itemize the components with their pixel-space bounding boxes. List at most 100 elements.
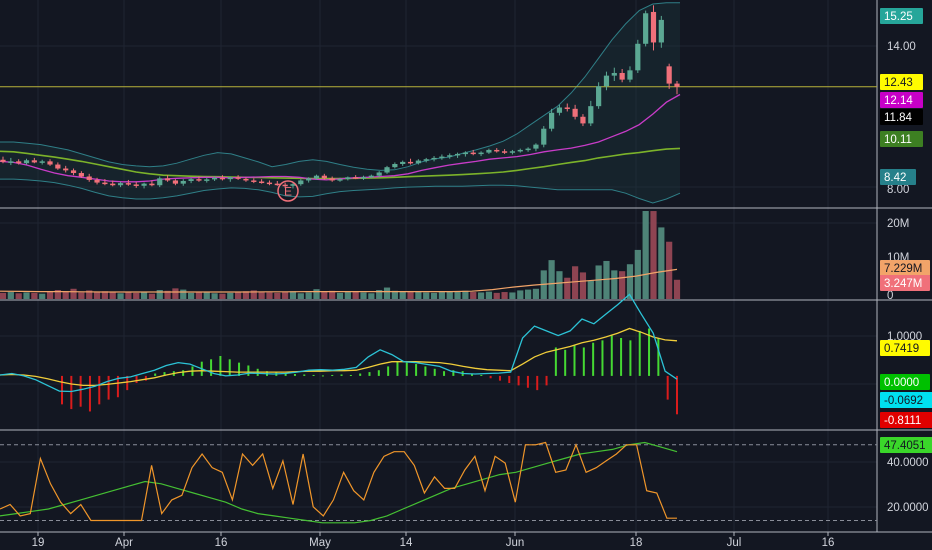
- macd-histogram-bar[interactable]: [61, 375, 63, 405]
- macd-histogram-bar[interactable]: [247, 365, 250, 376]
- volume-bar[interactable]: [195, 292, 203, 299]
- macd-histogram-bar[interactable]: [415, 364, 418, 376]
- volume-bar[interactable]: [180, 289, 187, 299]
- volume-bar[interactable]: [46, 291, 54, 299]
- volume-bar[interactable]: [109, 292, 116, 299]
- macd-histogram-bar[interactable]: [676, 375, 678, 415]
- candle[interactable]: [549, 108, 555, 132]
- candle[interactable]: [23, 158, 30, 165]
- volume-bar[interactable]: [23, 292, 30, 299]
- panel-rsi[interactable]: [0, 441, 877, 524]
- volume-bar[interactable]: [266, 292, 273, 299]
- candle[interactable]: [572, 104, 578, 120]
- candle[interactable]: [415, 159, 421, 165]
- macd-histogram-bar[interactable]: [70, 375, 73, 410]
- candle[interactable]: [47, 159, 53, 166]
- candle[interactable]: [666, 63, 672, 89]
- macd-histogram-bar[interactable]: [79, 375, 82, 407]
- volume-bar[interactable]: [156, 290, 163, 299]
- macd-histogram-bar[interactable]: [629, 340, 632, 376]
- candle[interactable]: [360, 175, 367, 180]
- volume-bar[interactable]: [7, 292, 14, 299]
- candle[interactable]: [149, 180, 155, 187]
- candle[interactable]: [611, 67, 617, 81]
- volume-bar[interactable]: [15, 293, 22, 299]
- volume-bar[interactable]: [399, 291, 406, 299]
- candle[interactable]: [251, 178, 257, 184]
- candle[interactable]: [321, 173, 327, 180]
- volume-bar[interactable]: [227, 292, 234, 299]
- macd-histogram-bar[interactable]: [116, 375, 119, 398]
- macd-histogram-bar[interactable]: [331, 374, 334, 376]
- volume-bar[interactable]: [305, 292, 312, 299]
- volume-bar[interactable]: [148, 293, 156, 299]
- panel-macd[interactable]: [0, 293, 678, 415]
- macd-histogram-bar[interactable]: [508, 375, 511, 384]
- candle[interactable]: [70, 168, 77, 176]
- candle[interactable]: [376, 171, 382, 178]
- candle[interactable]: [172, 179, 179, 186]
- volume-bar[interactable]: [485, 291, 493, 299]
- candle[interactable]: [55, 162, 61, 170]
- volume-bar[interactable]: [438, 292, 445, 299]
- volume-bar[interactable]: [352, 291, 359, 299]
- macd-histogram-bar[interactable]: [303, 374, 306, 376]
- macd-histogram-bar[interactable]: [452, 370, 455, 376]
- panel-price[interactable]: [0, 2, 877, 204]
- candle[interactable]: [16, 159, 22, 165]
- candle[interactable]: [329, 176, 335, 182]
- volume-bar[interactable]: [86, 290, 93, 299]
- macd-histogram-bar[interactable]: [405, 362, 408, 376]
- macd-histogram-bar[interactable]: [648, 328, 651, 376]
- volume-bar[interactable]: [407, 292, 414, 299]
- volume-bar[interactable]: [329, 290, 336, 299]
- candle[interactable]: [454, 152, 461, 158]
- macd-histogram-bar[interactable]: [443, 371, 446, 376]
- macd-histogram-bar[interactable]: [135, 375, 138, 384]
- candle[interactable]: [596, 82, 602, 109]
- macd-histogram-bar[interactable]: [433, 368, 436, 376]
- candle[interactable]: [227, 176, 233, 182]
- macd-histogram-bar[interactable]: [321, 375, 324, 377]
- candle[interactable]: [580, 114, 586, 127]
- volume-bar[interactable]: [619, 271, 626, 299]
- candle[interactable]: [180, 179, 186, 186]
- volume-bar[interactable]: [360, 292, 367, 299]
- macd-histogram-bar[interactable]: [601, 340, 604, 376]
- panel-volume[interactable]: [0, 211, 681, 299]
- volume-bar[interactable]: [78, 292, 85, 299]
- candle[interactable]: [282, 182, 288, 188]
- candle[interactable]: [556, 104, 563, 116]
- candle[interactable]: [525, 147, 531, 152]
- volume-bar[interactable]: [415, 291, 422, 299]
- volume-bar[interactable]: [572, 266, 579, 299]
- macd-histogram-bar[interactable]: [312, 374, 315, 376]
- volume-bar[interactable]: [219, 293, 226, 299]
- volume-bar[interactable]: [0, 292, 7, 299]
- volume-bar[interactable]: [556, 271, 563, 299]
- volume-bar[interactable]: [462, 290, 469, 299]
- candle[interactable]: [486, 148, 492, 154]
- candle[interactable]: [345, 176, 351, 181]
- volume-bar[interactable]: [70, 288, 77, 299]
- candle[interactable]: [117, 181, 124, 188]
- macd-histogram-bar[interactable]: [554, 347, 557, 376]
- macd-histogram-bar[interactable]: [238, 362, 241, 376]
- volume-bar[interactable]: [250, 290, 257, 299]
- macd-histogram-bar[interactable]: [592, 342, 595, 376]
- volume-bar[interactable]: [658, 227, 665, 299]
- candle[interactable]: [588, 100, 594, 127]
- volume-bar[interactable]: [140, 292, 148, 299]
- macd-histogram-bar[interactable]: [545, 375, 548, 386]
- candle[interactable]: [204, 177, 210, 183]
- candle[interactable]: [337, 177, 343, 182]
- candle[interactable]: [400, 160, 406, 166]
- earnings-marker[interactable]: E: [277, 180, 299, 202]
- macd-histogram-bar[interactable]: [582, 347, 585, 376]
- volume-bar[interactable]: [93, 291, 101, 299]
- macd-histogram-bar[interactable]: [219, 355, 222, 376]
- volume-bar[interactable]: [211, 293, 218, 299]
- macd-histogram-bar[interactable]: [154, 373, 157, 376]
- candle[interactable]: [313, 174, 320, 180]
